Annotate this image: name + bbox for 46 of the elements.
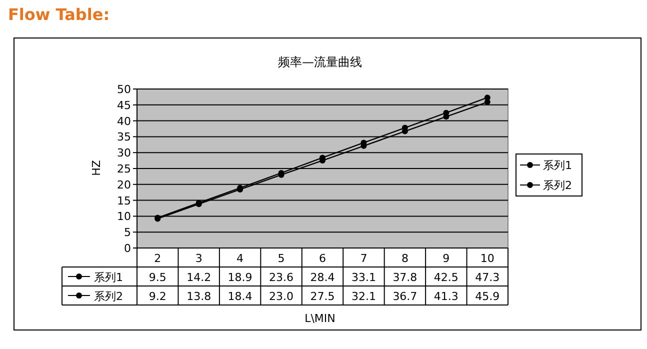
data-label: 18.4 (228, 290, 252, 303)
x-tick-label: 8 (401, 252, 408, 265)
text: 系列1 (94, 271, 123, 284)
data-label: 41.3 (434, 290, 458, 303)
data-label: 37.8 (392, 271, 418, 284)
x-tick-label: 9 (442, 252, 450, 265)
data-label: 18.9 (228, 271, 252, 284)
y-tick-label: 0 (124, 242, 131, 255)
x-tick-label: 3 (195, 252, 202, 265)
text: 系列2 (94, 290, 123, 303)
chart-subtitle: 频率—流量曲线 (278, 55, 362, 69)
y-tick-label: 40 (117, 114, 131, 128)
data-label: 42.5 (434, 271, 458, 284)
data-label: 32.1 (351, 290, 376, 303)
data-label: 27.5 (310, 290, 335, 303)
data-label: 33.1 (351, 271, 376, 284)
y-tick-label: 10 (117, 210, 131, 224)
data-label: 23.6 (269, 271, 294, 284)
data-label: 14.2 (186, 271, 212, 284)
data-label: 9.2 (148, 290, 166, 303)
data-label: 47.3 (475, 271, 500, 284)
legend-label: 系列1 (543, 159, 572, 172)
y-tick-label: 30 (117, 146, 131, 160)
y-tick-label: 50 (117, 83, 131, 96)
y-tick-label: 5 (124, 226, 131, 240)
data-label: 13.8 (186, 290, 212, 303)
x-tick-label: 5 (278, 252, 285, 265)
data-label: 9.5 (148, 271, 166, 284)
y-tick-label: 25 (117, 162, 131, 176)
x-tick-label: 10 (480, 252, 494, 265)
y-tick-label: 45 (117, 98, 131, 112)
data-label: 23.0 (269, 290, 294, 303)
x-tick-label: 4 (236, 252, 244, 265)
data-label: 28.4 (310, 271, 335, 284)
x-tick-label: 7 (360, 252, 368, 265)
x-tick-label: 2 (154, 252, 162, 265)
data-label: 45.9 (475, 290, 500, 303)
data-label: 36.7 (392, 290, 418, 303)
legend-label: 系列2 (543, 179, 572, 192)
x-tick-label: 6 (319, 252, 326, 265)
y-tick-label: 35 (117, 130, 131, 144)
chart-title: Flow Table: (8, 5, 110, 24)
y-tick-label: 20 (117, 178, 131, 192)
x-axis-title: L\MIN (304, 312, 336, 325)
y-axis-title: HZ (90, 160, 103, 176)
y-tick-label: 15 (117, 194, 131, 208)
